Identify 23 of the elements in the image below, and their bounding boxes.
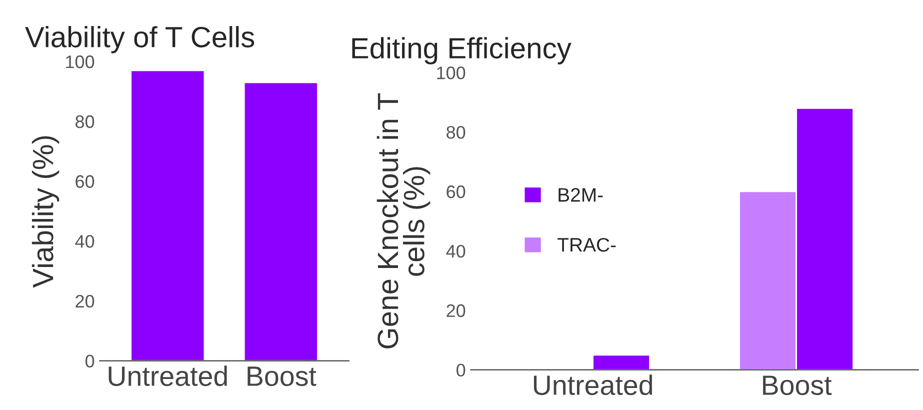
x-tick-label: Untreated — [108, 366, 227, 386]
x-tick-label: Untreated — [534, 374, 652, 396]
chart-title: Editing Efficiency — [352, 37, 572, 64]
y-tick-label: 80 — [446, 126, 466, 139]
y-tick-label: 40 — [446, 244, 466, 258]
chart-title: Viability of T Cells — [25, 26, 254, 54]
legend-label: TRAC- — [558, 238, 616, 252]
y-tick-label: 80 — [76, 115, 94, 128]
y-tick-label: 0 — [85, 354, 94, 368]
y-axis-title: Gene Knockout in T cells (%) — [376, 93, 430, 348]
y-tick-label: 100 — [66, 55, 94, 68]
x-tick-label: Boost — [763, 376, 832, 396]
x-tick-label: Boost — [248, 366, 316, 386]
y-tick-label: 20 — [446, 304, 466, 318]
y-tick-label: 60 — [446, 185, 466, 198]
bar — [592, 354, 650, 370]
y-tick-label: 60 — [76, 175, 94, 188]
y-axis-title: Viability (%) — [32, 136, 60, 288]
y-tick-label: 0 — [456, 364, 466, 377]
y-tick-label: 40 — [75, 235, 94, 248]
y-tick-label: 100 — [437, 66, 466, 80]
legend-label: B2M- — [558, 188, 603, 202]
y-tick-label: 20 — [76, 294, 94, 308]
